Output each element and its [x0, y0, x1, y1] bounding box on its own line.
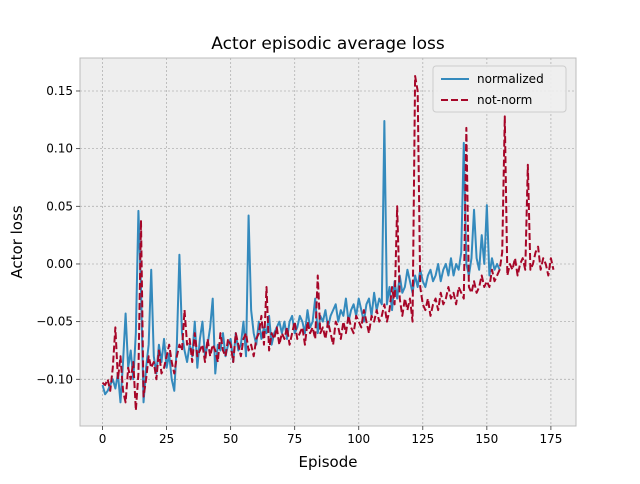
x-tick-label: 175 — [539, 432, 562, 446]
x-tick-label: 125 — [411, 432, 434, 446]
x-tick-label: 75 — [287, 432, 302, 446]
x-tick-label: 50 — [223, 432, 238, 446]
y-tick-label: 0.15 — [46, 84, 73, 98]
y-tick-label: 0.05 — [46, 199, 73, 213]
y-tick-label: 0.10 — [46, 142, 73, 156]
x-tick-label: 100 — [347, 432, 370, 446]
y-tick-label: −0.05 — [36, 315, 73, 329]
plot-area — [79, 57, 577, 427]
legend: normalized not-norm — [432, 65, 567, 113]
chart-title: Actor episodic average loss — [211, 34, 445, 54]
x-tick-label: 150 — [475, 432, 498, 446]
legend-label: not-norm — [477, 93, 532, 107]
x-tick-label: 25 — [159, 432, 174, 446]
y-axis-label: Actor loss — [8, 205, 26, 278]
series-line — [101, 74, 555, 412]
y-tick-label: −0.10 — [36, 372, 73, 386]
x-axis-label: Episode — [299, 453, 358, 471]
legend-label: normalized — [477, 72, 544, 86]
series-line — [101, 119, 501, 404]
x-tick-label: 0 — [99, 432, 107, 446]
y-tick-label: 0.00 — [46, 257, 73, 271]
